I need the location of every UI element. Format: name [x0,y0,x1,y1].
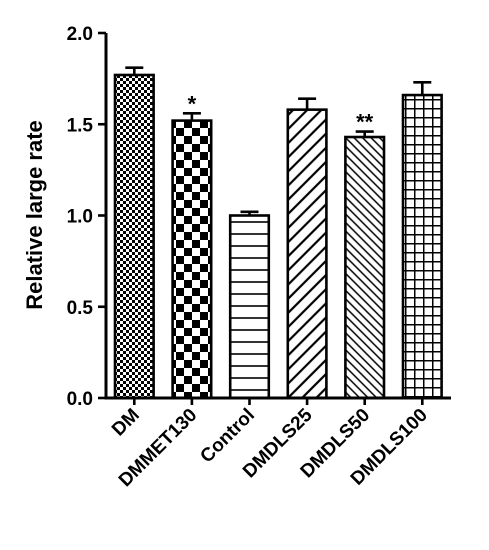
bar-dmmet130 [171,119,213,400]
y-tick-label: 2.0 [67,24,93,45]
significance-label-dmmet130: * [188,91,197,116]
bars-group [113,73,443,400]
y-axis-ticks: 0.0 0.5 1.0 1.5 2.0 [67,24,106,410]
error-bars-group [125,66,432,216]
x-tick-label-dm: DM [108,405,144,441]
significance-label-dmdls50: ** [356,110,374,135]
bar-dmdls50 [344,135,386,400]
bar-dm [113,73,155,400]
bar-dmdls25 [286,108,328,400]
y-tick-label: 1.0 [67,207,93,228]
significance-annotations: *** [188,91,374,134]
y-axis-label: Relative large rate [22,120,47,310]
y-tick-label: 0.5 [67,298,94,319]
bar-dmdls100 [401,93,443,400]
y-tick-label: 0.0 [67,389,93,410]
y-tick-label: 1.5 [67,115,94,136]
bar-control [228,214,271,400]
